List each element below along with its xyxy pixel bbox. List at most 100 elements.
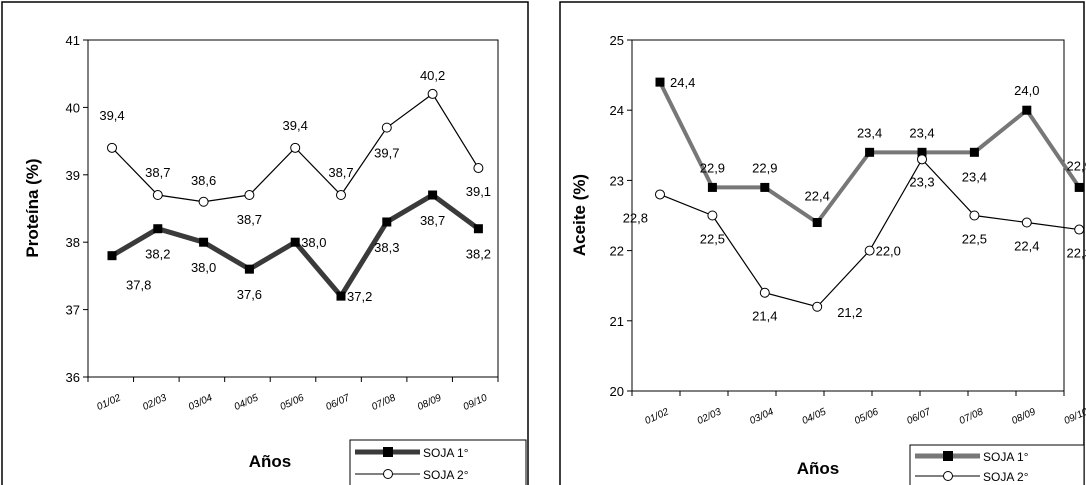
protein-legend-label-soja1: SOJA 1°	[423, 446, 469, 460]
oil-data-label-soja1: 24,4	[670, 75, 695, 90]
oil-point-soja1	[1022, 105, 1032, 115]
oil-point-soja1	[865, 147, 875, 157]
protein-data-label-soja1: 38,7	[420, 213, 445, 228]
protein-data-label-soja1: 38,0	[301, 235, 326, 250]
oil-point-soja2	[1074, 224, 1085, 235]
protein-y-tick-label: 37	[66, 303, 80, 318]
protein-series	[107, 88, 484, 301]
protein-y-tick-label: 36	[66, 370, 80, 385]
protein-point-soja2	[427, 88, 438, 99]
protein-legend-box	[349, 439, 527, 485]
protein-y-axis-label: Proteína (%)	[23, 158, 42, 257]
protein-data-label-soja2: 39,4	[283, 118, 308, 133]
protein-data-label-soja1: 38,3	[374, 240, 399, 255]
protein-x-axis-label: Años	[249, 452, 292, 471]
oil-data-label-soja2: 21,2	[837, 305, 862, 320]
oil-plot-area	[631, 39, 1065, 392]
oil-y-tick-label: 24	[610, 103, 624, 118]
oil-y-tick-label: 23	[610, 173, 624, 188]
oil-y-tick-label: 22	[610, 244, 624, 259]
oil-y-tick-label: 21	[610, 314, 624, 329]
protein-legend-marker-soja2	[383, 469, 393, 479]
oil-data-labels: 24,4 22,9 22,9 22,4 23,4 23,4 23,4 24,0 22,9 22,8…	[623, 75, 1086, 324]
protein-point-soja2	[198, 196, 209, 207]
protein-point-soja1	[473, 224, 483, 234]
protein-point-soja2	[107, 142, 117, 153]
oil-legend-marker-soja1	[943, 451, 953, 461]
oil-series	[655, 77, 1085, 312]
protein-data-label-soja2: 39,7	[374, 146, 399, 161]
oil-legend-marker-soja2	[943, 471, 953, 481]
protein-point-soja2	[152, 190, 163, 201]
protein-data-label-soja2: 40,2	[420, 68, 445, 83]
protein-point-soja1	[244, 264, 254, 274]
oil-data-label-soja1: 22,9	[700, 160, 725, 175]
oil-data-label-soja2: 22,5	[962, 232, 987, 247]
protein-point-soja1	[107, 251, 117, 261]
oil-data-label-soja1: 22,9	[1067, 158, 1086, 173]
protein-point-soja1	[290, 237, 300, 247]
protein-data-label-soja2: 39,4	[99, 108, 124, 123]
protein-point-soja1	[428, 190, 438, 200]
oil-x-axis-label: Años	[797, 459, 840, 478]
oil-point-soja2	[917, 154, 927, 165]
oil-point-soja1	[969, 147, 979, 157]
protein-y-tick-label: 39	[66, 168, 80, 183]
oil-data-label-soja1: 23,4	[909, 125, 934, 140]
protein-y-tick-label: 41	[66, 33, 80, 48]
oil-legend-label-soja2: SOJA 2°	[983, 470, 1029, 484]
oil-point-soja2	[969, 210, 980, 221]
oil-data-label-soja2: 22,8	[623, 210, 648, 225]
protein-data-label-soja1: 37,6	[237, 287, 262, 302]
protein-data-label-soja2: 38,7	[237, 212, 262, 227]
protein-data-labels: 37,8 38,2 38,0 37,6 38,0 37,2 38,3 38,7 38,2 39,4…	[99, 68, 491, 304]
oil-y-tick-label: 20	[610, 384, 624, 399]
oil-point-soja2	[759, 287, 770, 298]
protein-data-label-soja2: 38,6	[191, 173, 216, 188]
protein-legend-label-soja2: SOJA 2°	[423, 468, 469, 482]
protein-legend: SOJA 1° SOJA 2°	[349, 439, 527, 485]
protein-y-tick-label: 40	[66, 100, 80, 115]
oil-data-label-soja1: 23,4	[962, 169, 987, 184]
oil-y-axis-label: Aceite (%)	[570, 174, 589, 256]
protein-point-soja1	[336, 291, 346, 301]
oil-data-label-soja1: 22,4	[805, 189, 830, 204]
protein-data-label-soja2: 38,7	[145, 165, 170, 180]
protein-point-soja2	[244, 190, 255, 201]
oil-legend-box	[909, 444, 1085, 485]
oil-data-label-soja1: 24,0	[1014, 83, 1039, 98]
oil-legend-label-soja1: SOJA 1°	[983, 450, 1029, 464]
protein-data-label-soja1: 38,0	[191, 260, 216, 275]
oil-data-label-soja1: 22,9	[752, 160, 777, 175]
oil-legend: SOJA 1° SOJA 2°	[909, 444, 1085, 485]
oil-data-label-soja2: 22,0	[876, 244, 901, 259]
oil-y-tick-label: 25	[610, 33, 624, 48]
oil-data-label-soja2: 22,3	[1067, 246, 1086, 261]
oil-point-soja2	[707, 210, 718, 221]
oil-point-soja2	[812, 301, 823, 312]
oil-point-soja2	[655, 189, 665, 200]
oil-data-label-soja2: 22,4	[1014, 239, 1039, 254]
oil-point-soja1	[760, 182, 770, 192]
oil-point-soja1	[655, 77, 665, 87]
oil-data-label-soja2: 21,4	[752, 309, 777, 324]
protein-point-soja2	[336, 190, 346, 201]
protein-legend-marker-soja1	[383, 447, 393, 457]
oil-point-soja2	[864, 245, 875, 256]
oil-data-label-soja2: 23,3	[909, 174, 934, 189]
oil-data-label-soja1: 23,4	[857, 125, 882, 140]
protein-point-soja1	[382, 217, 392, 227]
protein-data-label-soja1: 38,2	[145, 247, 170, 262]
protein-y-tick-label: 38	[66, 235, 80, 250]
oil-data-label-soja2: 22,5	[700, 232, 725, 247]
oil-point-soja2	[1021, 217, 1032, 228]
protein-data-label-soja1: 38,2	[466, 247, 491, 262]
protein-point-soja2	[473, 163, 484, 174]
protein-point-soja1	[199, 237, 209, 247]
oil-point-soja1	[917, 147, 927, 157]
protein-point-soja2	[290, 142, 301, 153]
protein-point-soja2	[381, 122, 392, 133]
